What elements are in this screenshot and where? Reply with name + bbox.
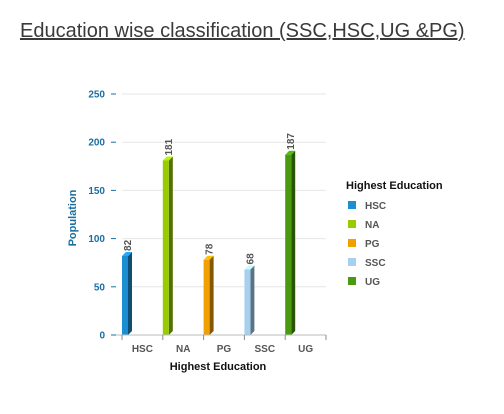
y-tick-label: 250 [88,90,105,101]
bars: 82 181 78 68 187 [122,133,297,335]
bar-top [285,150,296,155]
legend-label: HSC [365,201,386,212]
gridlines [122,93,326,288]
bar-front [122,255,128,335]
legend-item-ug[interactable]: UG [348,277,380,288]
y-tick-label: 100 [88,234,105,245]
bar-side [250,265,255,335]
x-tick-label: PG [217,344,232,355]
x-axis: HSC NA PG SSC UG [116,334,327,355]
bar-side [209,255,214,335]
bar-na[interactable]: 181 [162,138,175,335]
bar-ssc[interactable]: 68 [244,253,256,335]
bar-front [244,269,251,335]
y-tick-label: 150 [88,186,105,197]
x-tick-label: NA [176,344,190,355]
legend-label: SSC [365,258,386,269]
legend-swatch [348,239,356,247]
legend-title: Highest Education [346,180,443,192]
legend: Highest Education HSC NA PG SSC UG [346,180,443,288]
legend-item-ssc[interactable]: SSC [348,258,386,269]
legend-swatch [348,220,356,228]
bar-top [162,156,173,161]
bar-hsc[interactable]: 82 [122,239,134,335]
x-tick-label: SSC [255,344,276,355]
legend-label: UG [365,277,380,288]
y-axis-title: Population [67,189,79,246]
x-tick-label: UG [298,344,313,355]
bar-side [168,156,173,335]
data-label: 68 [245,253,256,265]
bar-pg[interactable]: 78 [203,243,216,335]
legend-label: NA [365,220,379,231]
legend-swatch [348,277,356,285]
legend-swatch [348,201,356,209]
bar-side [291,150,296,335]
legend-item-pg[interactable]: PG [348,239,380,250]
bar-top [244,265,255,270]
x-tick-label: HSC [132,344,153,355]
bar-side [128,251,132,335]
bar-front [203,259,210,335]
bar-ug[interactable]: 187 [285,133,297,335]
bar-top [122,251,132,256]
y-tick-label: 50 [94,282,106,293]
data-label: 78 [205,243,216,255]
data-label: 181 [164,138,175,155]
bar-front [162,160,169,335]
data-label: 82 [123,239,134,251]
legend-item-hsc[interactable]: HSC [348,201,386,212]
bar-front [285,154,292,335]
legend-item-na[interactable]: NA [348,220,379,231]
y-tick-label: 200 [88,138,105,149]
y-tick-label: 0 [99,331,105,342]
legend-label: PG [365,239,380,250]
y-axis: 0 50 100 150 200 250 [88,90,116,342]
chart-title: Education wise classification (SSC,HSC,U… [20,20,465,42]
bar-top [203,255,214,260]
legend-swatch [348,258,356,266]
data-label: 187 [286,133,297,150]
x-axis-title: Highest Education [170,361,267,373]
